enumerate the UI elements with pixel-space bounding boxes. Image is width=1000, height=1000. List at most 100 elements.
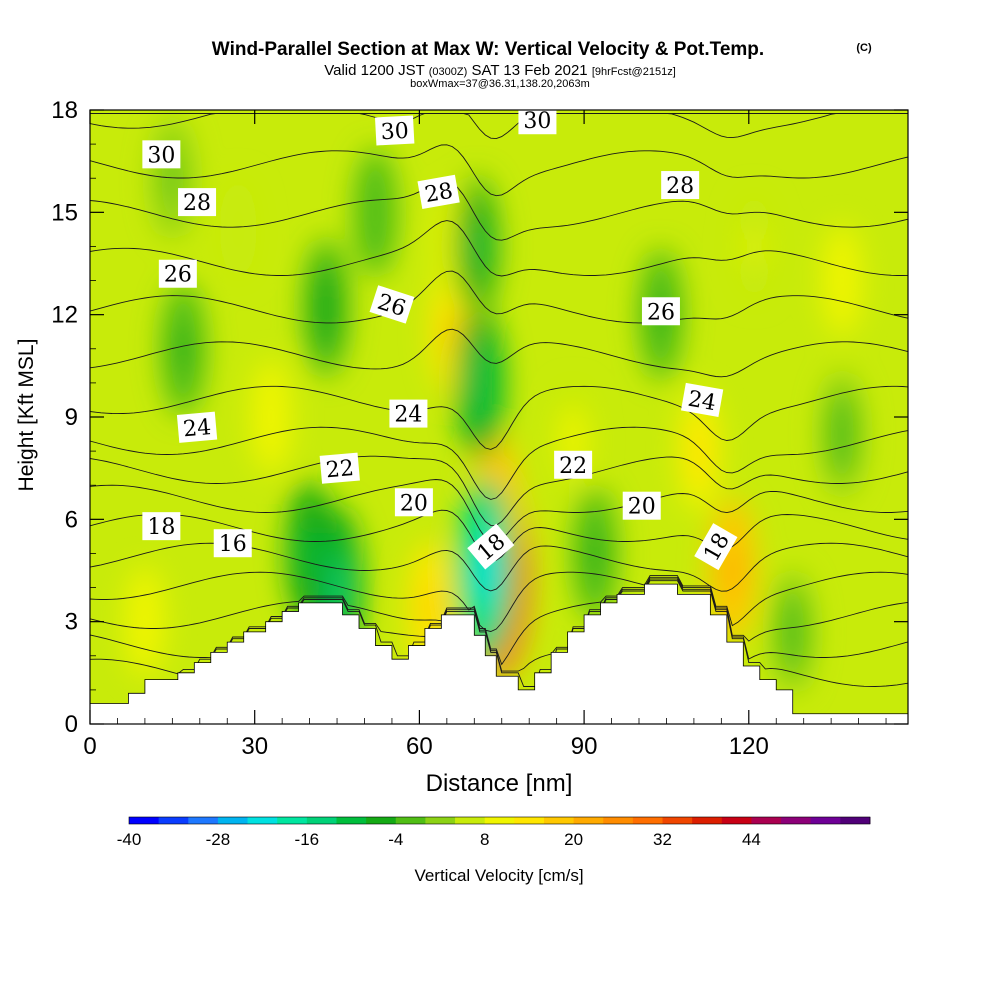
y-tick-label: 3 bbox=[65, 609, 78, 636]
pot-temp-contours bbox=[90, 112, 908, 687]
chart-title: Wind-Parallel Section at Max W: Vertical… bbox=[212, 39, 764, 60]
contour-label-box bbox=[142, 140, 181, 169]
copyright-mark: (C) bbox=[856, 42, 872, 54]
contour-label: 30 bbox=[142, 140, 181, 169]
colorbar-tick-label: 20 bbox=[564, 830, 583, 849]
colorbar-label: Vertical Velocity [cm/s] bbox=[414, 866, 583, 885]
velocity-cell bbox=[587, 531, 603, 576]
isentrope-line bbox=[90, 270, 908, 324]
velocity-cell bbox=[422, 585, 438, 631]
velocity-cell bbox=[264, 398, 278, 436]
x-tick-label: 0 bbox=[83, 733, 96, 760]
contour-label: 28 bbox=[178, 188, 217, 217]
contour-label-text: 30 bbox=[523, 109, 551, 134]
contour-label: 22 bbox=[554, 450, 593, 479]
colorbar-swatch bbox=[366, 817, 397, 824]
velocity-cell bbox=[469, 222, 485, 271]
isentrope-line bbox=[90, 385, 908, 450]
contour-label-text: 24 bbox=[182, 415, 212, 442]
contour-label-text: 22 bbox=[559, 454, 587, 479]
colorbar-swatch bbox=[247, 817, 278, 824]
colorbar-tick-label: -40 bbox=[117, 830, 142, 849]
contour-label: 24 bbox=[680, 382, 724, 418]
velocity-cell bbox=[566, 422, 580, 459]
colorbar-swatch bbox=[543, 817, 574, 824]
y-tick-label: 18 bbox=[51, 97, 78, 124]
velocity-cell bbox=[692, 430, 707, 472]
contour-label: 28 bbox=[661, 171, 700, 200]
contour-label-box bbox=[158, 259, 197, 288]
contour-label-text: 20 bbox=[628, 495, 656, 520]
colorbar-swatch bbox=[721, 817, 752, 824]
velocity-cell bbox=[232, 212, 245, 247]
contour-label-box bbox=[680, 382, 724, 418]
contour-label: 30 bbox=[518, 109, 557, 135]
contour-label-box bbox=[518, 110, 557, 135]
contour-label-box bbox=[176, 411, 218, 443]
velocity-cell bbox=[318, 284, 334, 332]
colorbar-swatch bbox=[514, 817, 545, 824]
y-tick-label: 0 bbox=[65, 711, 78, 738]
contour-label-text: 18 bbox=[147, 515, 175, 540]
contour-label-box bbox=[389, 399, 428, 428]
colorbar-swatch bbox=[129, 817, 160, 824]
terrain-mask bbox=[90, 583, 908, 724]
contour-label-box bbox=[142, 512, 181, 541]
isentrope-line bbox=[90, 426, 908, 500]
contour-label-box bbox=[394, 488, 433, 517]
colorbar-swatch bbox=[158, 817, 189, 824]
contour-label: 26 bbox=[369, 285, 415, 324]
colorbar-tick-label: -16 bbox=[295, 830, 320, 849]
contour-label-text: 22 bbox=[325, 456, 355, 483]
contour-label: 20 bbox=[394, 488, 433, 517]
contour-label: 26 bbox=[641, 297, 680, 326]
colorbar-tick-label: 44 bbox=[742, 830, 761, 849]
x-axis-label: Distance [nm] bbox=[426, 770, 573, 797]
colorbar-swatch bbox=[810, 817, 841, 824]
contour-label: 20 bbox=[622, 491, 661, 520]
forecast-info: [9hrFcst@2151z] bbox=[592, 66, 676, 78]
contour-label-text: 24 bbox=[686, 387, 718, 416]
contour-label-box bbox=[213, 529, 252, 558]
contour-label-text: 28 bbox=[423, 179, 455, 208]
colorbar-swatch bbox=[692, 817, 723, 824]
colorbar-swatch bbox=[484, 817, 515, 824]
contour-label-box bbox=[661, 171, 700, 200]
contour-label-box bbox=[641, 297, 680, 326]
y-tick-label: 15 bbox=[51, 199, 78, 226]
contour-label-box bbox=[178, 188, 217, 217]
colorbar-swatch bbox=[217, 817, 248, 824]
colorbar-swatch bbox=[573, 817, 604, 824]
isentrope-line bbox=[90, 144, 908, 197]
x-tick-label: 60 bbox=[406, 733, 433, 760]
velocity-cell bbox=[724, 546, 741, 595]
colorbar-swatch bbox=[603, 817, 634, 824]
contour-label: 26 bbox=[158, 259, 197, 288]
contour-label-box bbox=[319, 452, 360, 484]
y-tick-label: 12 bbox=[51, 302, 78, 329]
velocity-cell bbox=[835, 413, 850, 455]
x-tick-label: 30 bbox=[241, 733, 268, 760]
isentrope-line bbox=[90, 220, 908, 277]
y-tick-label: 9 bbox=[65, 404, 78, 431]
x-tick-label: 90 bbox=[571, 733, 598, 760]
valid-date: SAT 13 Feb 2021 bbox=[471, 62, 587, 79]
colorbar-swatch bbox=[751, 817, 782, 824]
colorbar-tick-label: 32 bbox=[653, 830, 672, 849]
velocity-cell bbox=[748, 228, 761, 265]
valid-time-line: Valid 1200 JST (0300Z) SAT 13 Feb 2021 [… bbox=[324, 62, 676, 79]
contour-label-text: 28 bbox=[666, 174, 694, 199]
contour-label: 28 bbox=[417, 174, 460, 209]
contour-label-text: 30 bbox=[147, 143, 175, 168]
colorbar-frame bbox=[128, 816, 871, 825]
contour-label: 24 bbox=[389, 399, 428, 428]
colorbar-swatch bbox=[306, 817, 337, 824]
colorbar-swatch bbox=[781, 817, 812, 824]
colorbar-tick-label: -28 bbox=[206, 830, 231, 849]
colorbar: -40 -28 -16 -4 8 20 32 44 bbox=[117, 816, 871, 849]
x-tick-label: 120 bbox=[729, 733, 769, 760]
y-tick-label: 6 bbox=[65, 506, 78, 533]
